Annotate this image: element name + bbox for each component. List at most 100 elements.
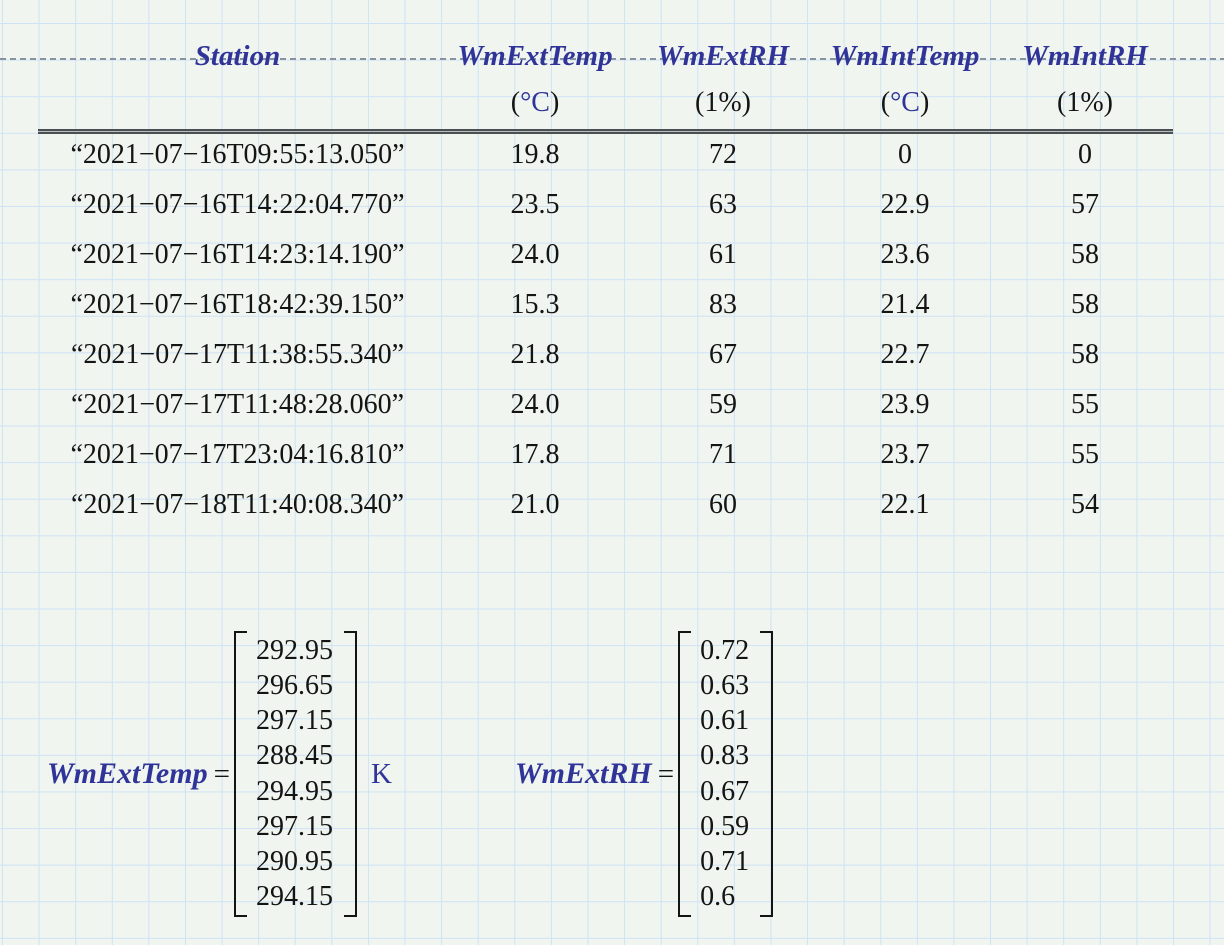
value-cell: 58 [1071,339,1099,370]
equation-wmexttemp[interactable]: WmExtTemp = 292.95 296.65 297.15 288.45 294.… [47,631,392,917]
value-cell: 61 [709,239,737,270]
matrix-bracket-right-icon [343,631,357,917]
matrix-value: 0.67 [700,775,750,807]
station-cell: “2021−07−16T14:23:14.190” [70,239,405,270]
value-cell: 21.4 [880,289,930,320]
matrix-value: 0.59 [700,810,750,842]
table-row: “2021−07−16T09:55:13.050” 19.8 72 0 0 [38,130,1173,180]
equals-sign: = [213,757,230,790]
station-cell: “2021−07−17T11:38:55.340” [70,339,405,370]
table-header-row: Station WmExtTemp WmExtRH WmIntTemp WmIntRH [38,40,1173,73]
matrix-bracket-left-icon [233,631,247,917]
column-header-wmintrh: WmIntRH [1022,40,1148,72]
matrix-value: 0.71 [700,846,750,878]
value-cell: 67 [709,339,737,370]
station-cell: “2021−07−18T11:40:08.340” [70,489,405,520]
value-cell: 23.5 [510,189,560,220]
table-row: “2021−07−18T11:40:08.340” 21.0 60 22.1 54 [38,480,1173,530]
matrix-values: 292.95 296.65 297.15 288.45 294.95 297.15 290.… [247,631,344,917]
value-cell: 21.0 [510,489,560,520]
value-cell: 23.6 [880,239,930,270]
variable-name: WmExtTemp [47,757,208,790]
matrix: 0.72 0.63 0.61 0.83 0.67 0.59 0.71 0.6 [678,631,774,917]
matrix-value: 0.63 [700,669,750,701]
matrix-value: 294.95 [255,775,333,807]
matrix-value: 0.83 [700,740,750,772]
unit-text: °C [520,87,550,118]
column-header-wmexttemp: WmExtTemp [457,40,613,72]
matrix-bracket-left-icon [678,631,692,917]
value-cell: 72 [709,139,737,170]
station-cell: “2021−07−16T14:22:04.770” [70,189,405,220]
matrix-value: 290.95 [255,846,333,878]
matrix-value: 288.45 [255,740,333,772]
value-cell: 17.8 [510,439,560,470]
value-cell: 21.8 [510,339,560,370]
station-cell: “2021−07−17T11:48:28.060” [70,389,405,420]
value-cell: 59 [709,389,737,420]
paren-close: ) [1103,87,1113,118]
paren-close: ) [919,87,930,118]
unit-kelvin: K [370,757,392,790]
table-row: “2021−07−17T11:48:28.060” 24.0 59 23.9 55 [38,380,1173,430]
value-cell: 24.0 [510,239,560,270]
paren-open: ( [1057,87,1067,118]
matrix-value: 297.15 [255,810,333,842]
matrix-bracket-right-icon [760,631,774,917]
table-row: “2021−07−17T23:04:16.810” 17.8 71 23.7 55 [38,430,1173,480]
value-cell: 24.0 [510,389,560,420]
value-cell: 23.9 [880,389,930,420]
station-cell: “2021−07−17T23:04:16.810” [70,439,405,470]
column-header-wminttemp: WmIntTemp [830,40,980,72]
value-cell: 55 [1071,389,1099,420]
unit-text: 1% [1066,87,1104,118]
table-header-separator [38,129,1173,134]
table-row: “2021−07−16T18:42:39.150” 15.3 83 21.4 58 [38,280,1173,330]
value-cell: 23.7 [880,439,930,470]
column-unit: (°C) [437,87,633,119]
equals-sign: = [657,757,675,790]
matrix-value: 0.72 [700,634,750,666]
value-cell: 57 [1071,189,1099,220]
table-units-row: (°C) (1%) (°C) (1%) [38,86,1173,120]
column-unit: (1%) [633,87,813,119]
paren-open: ( [880,87,891,118]
paren-open: ( [510,87,521,118]
value-cell: 22.7 [880,339,930,370]
value-cell: 22.1 [880,489,930,520]
value-cell: 60 [709,489,737,520]
column-header-station: Station [194,40,281,72]
equation-wmextrh[interactable]: WmExtRH = 0.72 0.63 0.61 0.83 0.67 0.59 0.71 0.… [515,631,774,917]
page-break-dashed-line [0,58,1224,60]
matrix-value: 292.95 [255,634,333,666]
value-cell: 71 [709,439,737,470]
matrix: 292.95 296.65 297.15 288.45 294.95 297.15 290.… [233,631,357,917]
station-cell: “2021−07−16T09:55:13.050” [70,139,405,170]
value-cell: 0 [898,139,912,170]
matrix-value: 296.65 [255,669,333,701]
matrix-value: 0.61 [700,705,750,737]
value-cell: 54 [1071,489,1099,520]
value-cell: 83 [709,289,737,320]
value-cell: 58 [1071,289,1099,320]
unit-text: 1% [704,87,742,118]
matrix-value: 0.6 [700,881,736,913]
matrix-values: 0.72 0.63 0.61 0.83 0.67 0.59 0.71 0.6 [691,631,760,917]
unit-text: °C [890,87,920,118]
value-cell: 22.9 [880,189,930,220]
value-cell: 19.8 [510,139,560,170]
table-row: “2021−07−16T14:23:14.190” 24.0 61 23.6 58 [38,230,1173,280]
paren-open: ( [695,87,705,118]
matrix-value: 297.15 [255,705,333,737]
matrix-value: 294.15 [255,881,333,913]
table-body: “2021−07−16T09:55:13.050” 19.8 72 0 0 “2021−0… [38,130,1173,530]
table-row: “2021−07−17T11:38:55.340” 21.8 67 22.7 58 [38,330,1173,380]
paren-close: ) [741,87,751,118]
table-row: “2021−07−16T14:22:04.770” 23.5 63 22.9 57 [38,180,1173,230]
column-header-wmextrh: WmExtRH [656,40,790,72]
value-cell: 58 [1071,239,1099,270]
value-cell: 15.3 [510,289,560,320]
column-unit: (1%) [997,87,1173,119]
variable-name: WmExtRH [515,757,652,790]
